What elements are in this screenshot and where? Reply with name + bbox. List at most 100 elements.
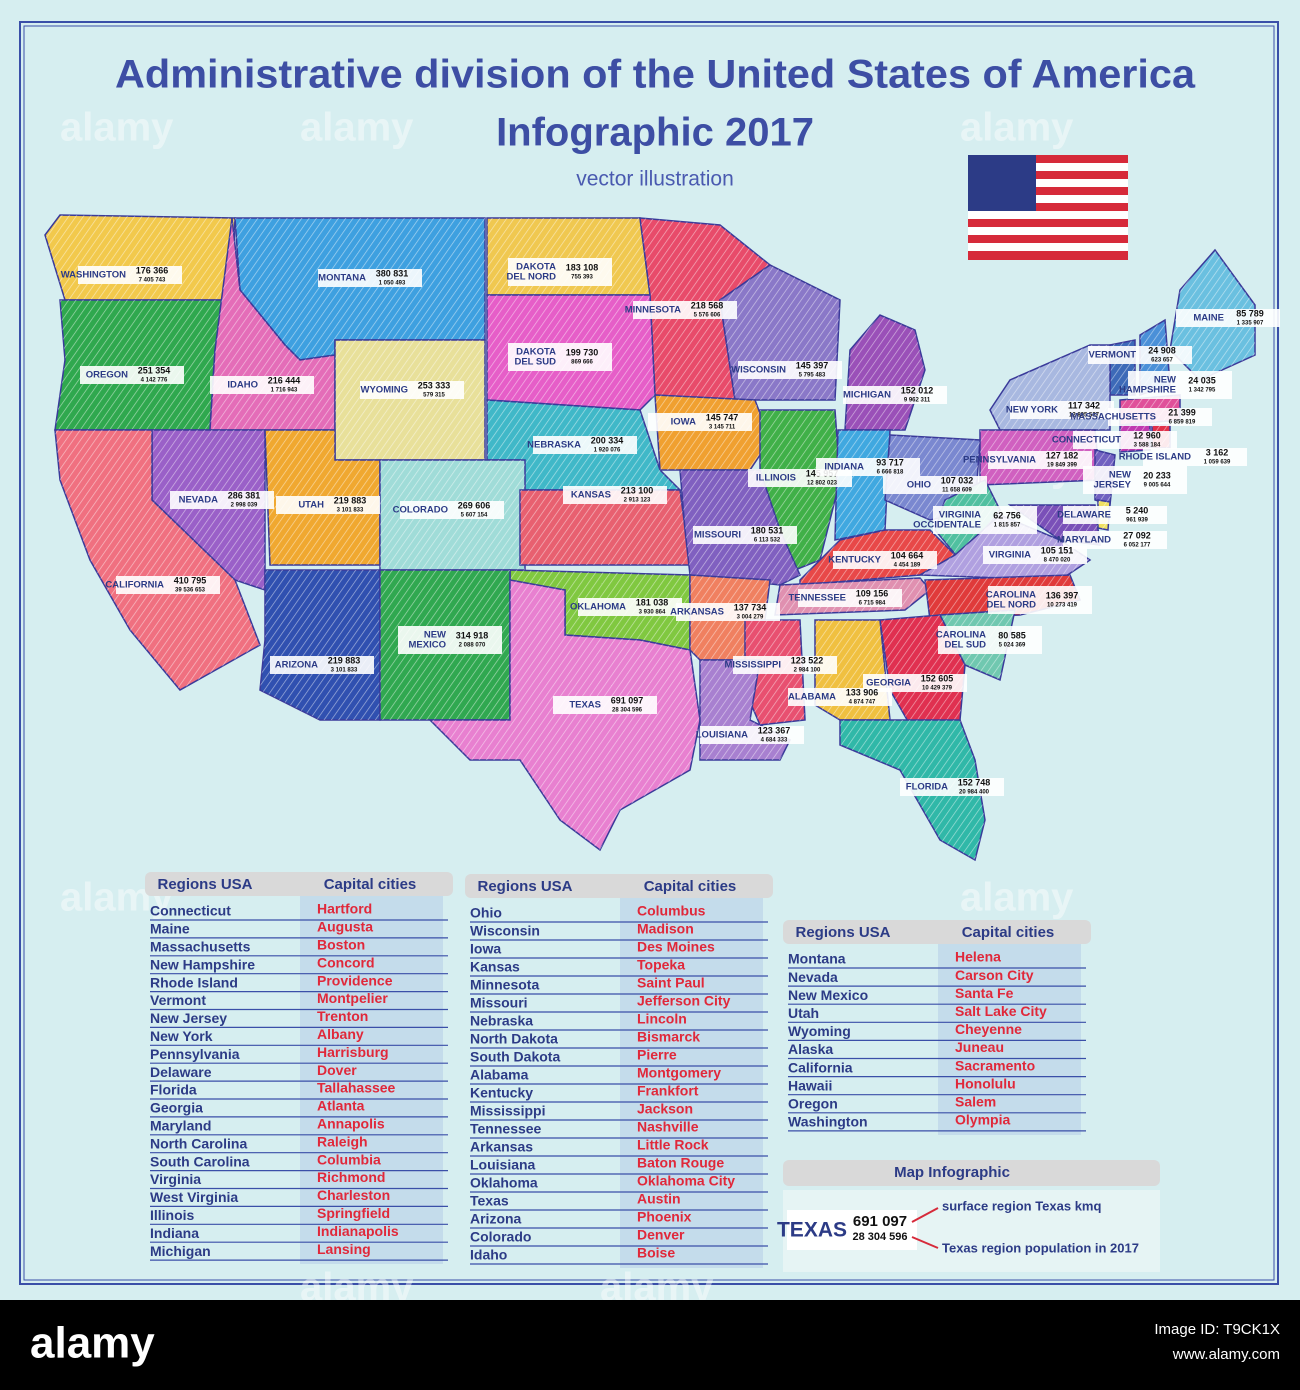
state-population: 2 984 100 [794, 668, 821, 674]
capital-name: Montgomery [637, 1065, 721, 1081]
state-name: NEW YORK [1006, 405, 1058, 416]
state-area: 12 960 [1133, 430, 1161, 440]
capital-name: Providence [317, 972, 393, 988]
region-name: Alabama [470, 1067, 529, 1083]
state-area: 410 795 [174, 575, 207, 585]
state-area: 253 333 [418, 380, 451, 390]
region-name: New Mexico [788, 987, 868, 1003]
state-label-box [1063, 506, 1167, 524]
capital-name: Hartford [317, 901, 372, 917]
table-header-text: Regions USA [157, 876, 252, 893]
footer-image-id: Image ID: T9CK1X [1154, 1321, 1280, 1338]
state-label: OHIO 107 032 11 658 609 [883, 475, 987, 494]
state-label-box [738, 361, 842, 379]
state-name: ARKANSAS [670, 607, 724, 618]
state-label-box [900, 778, 1004, 796]
state-area: 80 585 [998, 630, 1026, 640]
state-name: DEL SUD [944, 640, 986, 651]
state-label: GEORGIA 152 605 10 429 379 [863, 673, 967, 692]
region-name: New Jersey [150, 1010, 227, 1026]
table-header-text: Capital cities [644, 878, 737, 895]
state-label: TEXAS 691 097 28 304 596 [553, 695, 657, 714]
region-name: Washington [788, 1114, 868, 1130]
state-area: 152 748 [958, 777, 991, 787]
state-name: MISSISSIPPI [725, 660, 782, 671]
state-label: DELAWARE 5 240 961 939 [1057, 505, 1167, 524]
region-name: Maine [150, 921, 190, 937]
state-population: 6 113 532 [754, 538, 781, 544]
state-hatch [235, 218, 485, 360]
state-label: MICHIGAN 152 012 9 962 311 [843, 385, 947, 404]
state-name: VIRGINIA [939, 510, 981, 521]
state-label: COLORADO 269 606 5 607 154 [393, 500, 504, 519]
capital-name: Pierre [637, 1047, 677, 1063]
state-name: OREGON [86, 370, 128, 381]
state-name: TENNESSEE [788, 593, 846, 604]
capital-name: Annapolis [317, 1116, 385, 1132]
state-label-box [933, 506, 1037, 534]
state-area: 21 399 [1168, 407, 1196, 417]
capital-name: Augusta [317, 919, 373, 935]
state-name: FLORIDA [906, 782, 948, 793]
state-area: 117 342 [1068, 400, 1100, 410]
state-population: 5 024 369 [999, 643, 1026, 649]
state-area: 200 334 [591, 435, 624, 445]
state-population: 869 666 [571, 360, 593, 366]
region-name: Indiana [150, 1225, 199, 1241]
flag [968, 155, 1128, 260]
state-population: 5 576 606 [694, 313, 721, 319]
state-name: INDIANA [824, 462, 864, 473]
state-area: 145 397 [796, 360, 829, 370]
capital-name: Tallahassee [317, 1080, 396, 1096]
state-name: MISSOURI [694, 530, 741, 541]
state-population: 11 658 609 [942, 488, 972, 494]
state-hatch [520, 490, 690, 565]
state-name: DEL NORD [987, 600, 1037, 611]
capital-name: Concord [317, 954, 375, 970]
state-label: MISSOURI 180 531 6 113 532 [693, 525, 797, 544]
state-label: LOUISIANA 123 367 4 684 333 [696, 725, 804, 744]
region-name: Utah [788, 1005, 819, 1021]
region-name: Connecticut [150, 903, 231, 919]
state-name: DAKOTA [516, 347, 556, 358]
state-name: LOUISIANA [696, 730, 748, 741]
state-label-box [733, 656, 837, 674]
state-population: 20 984 400 [959, 790, 990, 796]
capital-name: Baton Rouge [637, 1155, 724, 1171]
state-name: NEW [1154, 375, 1176, 386]
state-population: 9 962 311 [904, 398, 931, 404]
state-label-box [1073, 431, 1177, 449]
state-name: NEVADA [179, 495, 219, 506]
state-area: 176 366 [136, 265, 169, 275]
state-population: 5 795 483 [799, 373, 826, 379]
state-label-box [276, 496, 380, 514]
state-area: 105 151 [1041, 545, 1074, 555]
region-name: Montana [788, 951, 846, 967]
capital-name: Harrisburg [317, 1044, 389, 1060]
state-label-box [988, 586, 1092, 614]
legend-population-note: Texas region population in 2017 [942, 1240, 1139, 1255]
state-label-box [1128, 371, 1232, 399]
title: Administrative division of the United St… [115, 53, 1196, 97]
watermark: alamy [960, 106, 1074, 150]
state-hatch [335, 340, 485, 460]
state-population: 2 088 070 [459, 643, 486, 649]
region-name: North Dakota [470, 1031, 558, 1047]
state-label: MARYLAND 27 092 6 052 177 [1057, 530, 1167, 549]
state-population: 1 342 795 [1189, 388, 1216, 394]
state-label: ARIZONA 219 883 3 101 833 [270, 655, 374, 674]
capital-name: Juneau [955, 1039, 1004, 1055]
state-area: 104 664 [891, 550, 924, 560]
state-label-box [78, 266, 182, 284]
state-label-box [1083, 466, 1187, 494]
state-name: MICHIGAN [843, 390, 891, 401]
state-label-box [843, 386, 947, 404]
region-name: Illinois [150, 1207, 195, 1223]
state-name: CAROLINA [986, 590, 1036, 601]
capital-name: Phoenix [637, 1209, 692, 1225]
